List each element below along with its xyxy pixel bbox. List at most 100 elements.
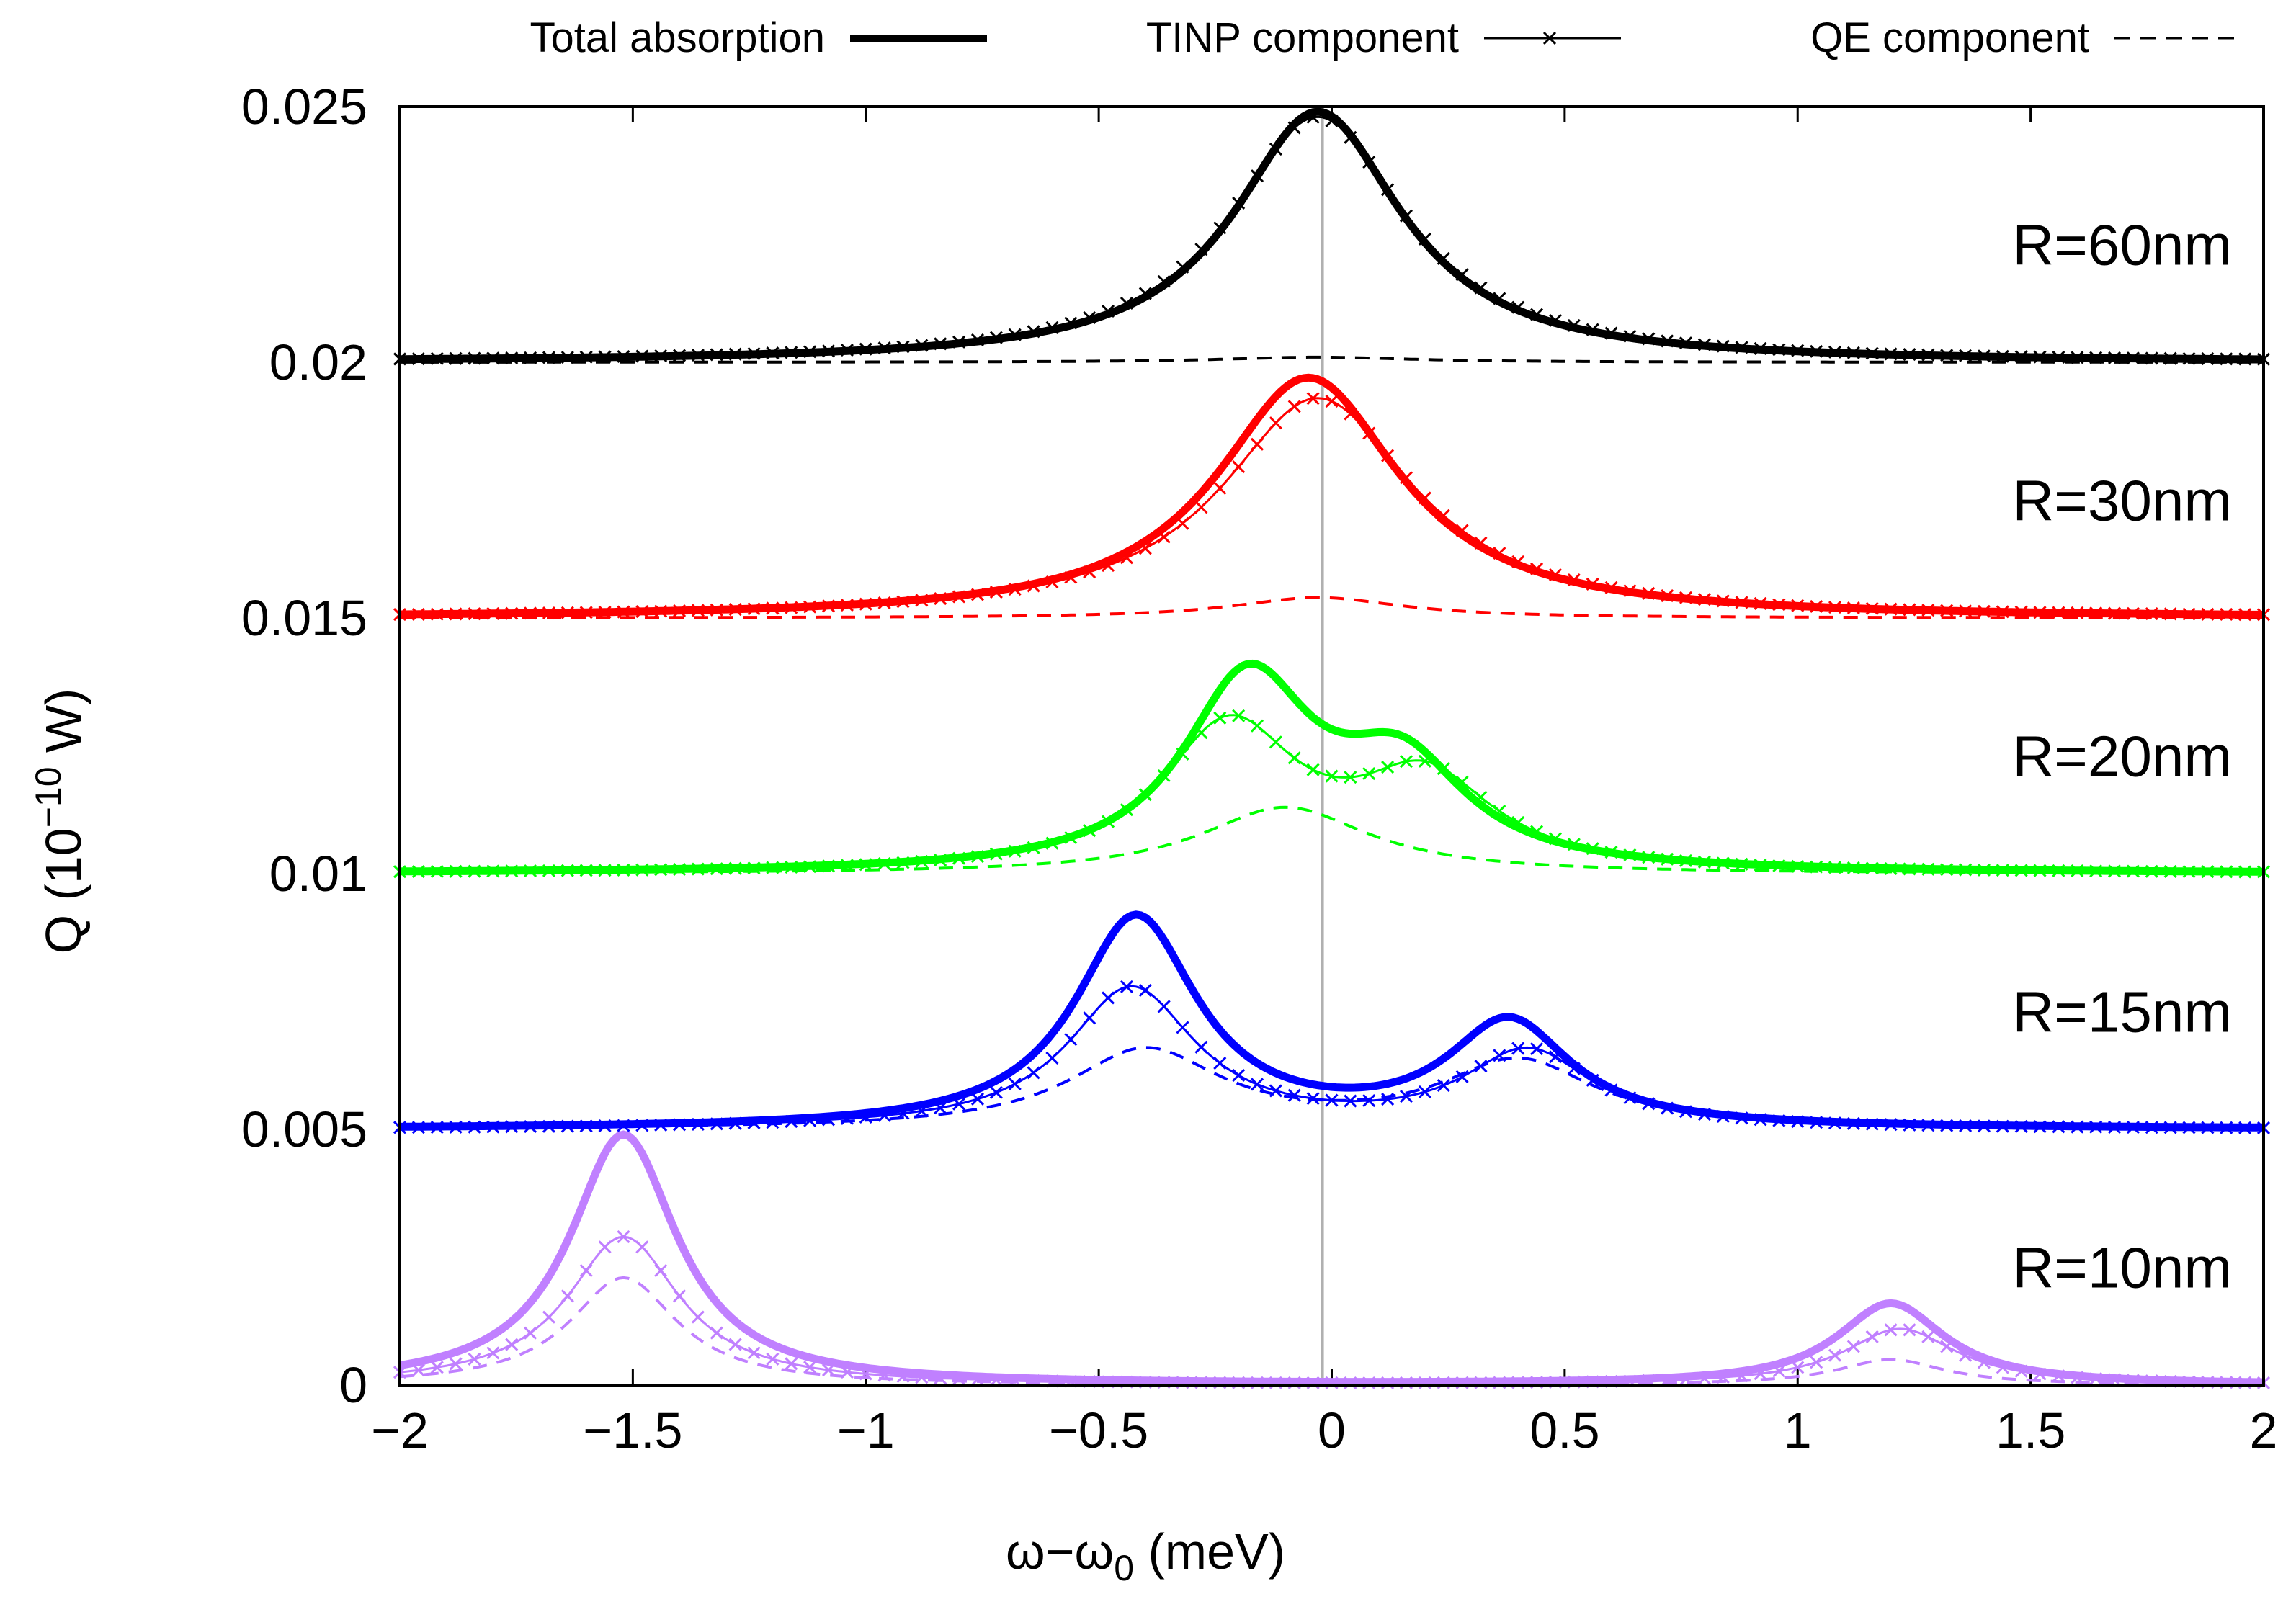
tinp-marker: [1194, 1040, 1208, 1054]
tinp-marker: [1306, 763, 1320, 776]
total-absorption-line: [399, 1130, 2264, 1387]
tinp-marker: [1232, 1068, 1246, 1083]
tinp-marker: [654, 1264, 668, 1278]
tinp-marker: [691, 1310, 705, 1324]
y-tick-label: 0: [339, 1357, 367, 1413]
tinp-marker: [1120, 980, 1133, 994]
qe-component-line: [399, 596, 2264, 619]
tinp-marker: [1828, 1348, 1842, 1362]
tinp-marker: [468, 1352, 481, 1366]
tinp-marker: [1381, 761, 1395, 774]
legend-label-tinp: TINP component: [1146, 14, 1459, 61]
tinp-marker: [1138, 983, 1152, 997]
tinp-marker: [1344, 771, 1357, 784]
tinp-marker: [747, 1346, 761, 1360]
tinp-marker: [1194, 501, 1208, 514]
tinp-marker: [560, 1289, 574, 1303]
tinp-marker: [1381, 1092, 1395, 1106]
total-absorption-line: [399, 659, 2264, 876]
series-labels: R=60nm R=30nm R=20nm R=15nm R=10nm: [2012, 213, 2232, 1300]
tinp-marker: [710, 1326, 723, 1340]
tinp-marker: [1325, 769, 1339, 783]
tinp-marker: [449, 1357, 463, 1371]
tinp-marker: [505, 1338, 519, 1351]
tinp-marker: [1287, 400, 1301, 413]
tinp-marker: [1306, 392, 1320, 406]
tinp-marker: [1213, 1056, 1227, 1070]
tinp-marker: [486, 1346, 500, 1360]
axes: −2 −1.5 −1 −0.5 0 0.5 1 1.5 2 0 0.005 0.01 0.015 0.02…: [241, 79, 2278, 1459]
series-label: R=10nm: [2012, 1236, 2232, 1300]
tinp-marker: [1474, 1060, 1488, 1073]
tinp-marker: [1101, 991, 1115, 1005]
tinp-marker: [672, 1289, 687, 1303]
tinp-marker: [617, 1230, 630, 1244]
series-label: R=15nm: [2012, 980, 2232, 1044]
tinp-marker: [1157, 1000, 1171, 1013]
tinp-marker: [1325, 1093, 1339, 1107]
tinp-marker: [1884, 1323, 1898, 1337]
tinp-marker: [1399, 1090, 1413, 1103]
tinp-marker: [1213, 481, 1227, 495]
y-tick-label: 0.01: [269, 846, 367, 902]
legend-marker-tinp: [1542, 31, 1557, 45]
tinp-marker: [1287, 1088, 1301, 1102]
tinp-marker: [1511, 1042, 1525, 1055]
y-tick-label: 0.005: [241, 1101, 367, 1157]
tinp-marker: [1269, 735, 1282, 749]
tinp-marker: [524, 1326, 537, 1340]
total-absorption-line: [400, 373, 2264, 619]
tinp-marker: [1287, 751, 1301, 765]
legend-label-total: Total absorption: [530, 14, 825, 61]
tinp-marker: [1250, 1078, 1264, 1091]
x-tick-label: 0: [1318, 1402, 1346, 1459]
total-absorption-line: [400, 107, 2264, 364]
plot-frame: [398, 105, 2265, 1387]
tinp-marker: [1232, 709, 1246, 722]
tinp-marker: [1027, 1066, 1040, 1080]
series-layer: [393, 107, 2271, 1390]
tinp-marker: [1810, 1356, 1823, 1369]
y-tick-label: 0.015: [241, 590, 367, 646]
tinp-marker: [1325, 394, 1339, 408]
tinp-marker: [1306, 1091, 1320, 1106]
tinp-marker: [1344, 1094, 1357, 1108]
tinp-marker: [1250, 719, 1264, 733]
tinp-marker: [1530, 1042, 1544, 1056]
tinp-marker: [1455, 1070, 1469, 1084]
legend-label-qe: QE component: [1810, 14, 2089, 61]
y-tick-label: 0.02: [269, 334, 367, 390]
tinp-marker: [1493, 1049, 1506, 1062]
tinp-marker: [1791, 1361, 1805, 1374]
tinp-marker: [635, 1240, 649, 1254]
tinp-marker: [1232, 460, 1246, 474]
tinp-marker: [1921, 1330, 1935, 1344]
x-tick-label: −1.5: [583, 1402, 682, 1459]
tinp-marker: [1362, 1094, 1376, 1108]
tinp-marker: [989, 1085, 1003, 1099]
tinp-marker: [1362, 766, 1376, 781]
tinp-marker: [1399, 755, 1413, 769]
series-label: R=30nm: [2012, 469, 2232, 533]
y-axis-title: Q (10−10 W): [28, 689, 91, 954]
tinp-marker: [1865, 1330, 1879, 1344]
qe-component-line: [400, 355, 2264, 364]
tinp-marker: [598, 1240, 612, 1254]
tinp-marker: [1269, 1084, 1282, 1098]
tinp-marker: [1064, 1033, 1078, 1047]
x-tick-label: 1.5: [1996, 1402, 2065, 1459]
tinp-marker: [803, 1361, 817, 1374]
tinp-marker: [728, 1338, 742, 1351]
x-tick-label: −1: [837, 1402, 895, 1459]
tinp-marker: [1903, 1323, 1916, 1337]
series-label: R=60nm: [2012, 213, 2232, 277]
tinp-marker: [1045, 1051, 1059, 1065]
tinp-marker: [1250, 437, 1264, 451]
tinp-marker: [785, 1357, 798, 1371]
tinp-marker: [1008, 1077, 1022, 1091]
tinp-marker: [542, 1310, 556, 1324]
tinp-marker: [579, 1264, 593, 1278]
tinp-marker: [1418, 1085, 1431, 1098]
tinp-marker: [1213, 711, 1227, 725]
